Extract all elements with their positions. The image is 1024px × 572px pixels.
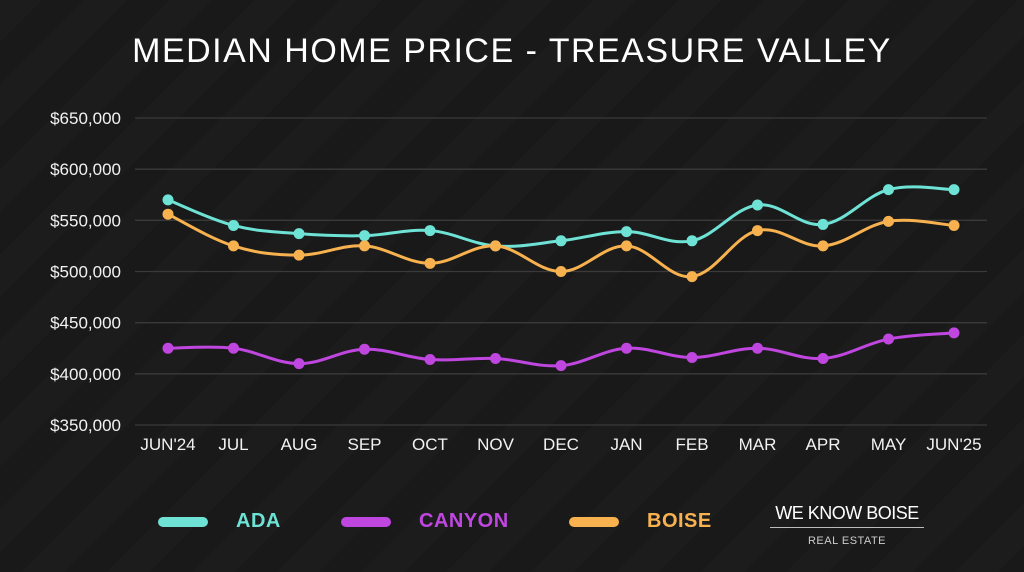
data-point-boise <box>293 249 305 261</box>
legend-item-boise: BOISE <box>569 510 712 533</box>
y-tick-label: $400,000 <box>50 365 121 384</box>
logo-main-text: WE KNOW BOISE <box>770 503 924 528</box>
data-point-boise <box>359 240 370 252</box>
data-point-boise <box>948 219 960 231</box>
data-point-canyon <box>424 354 436 366</box>
data-point-ada <box>555 235 567 247</box>
x-tick-label: MAR <box>739 435 777 454</box>
legend-item-ada: ADA <box>158 510 281 533</box>
legend-item-canyon: CANYON <box>341 510 509 533</box>
data-point-boise <box>883 215 894 227</box>
data-point-ada <box>752 199 763 211</box>
data-point-ada <box>228 219 239 231</box>
legend-swatch <box>158 516 208 527</box>
data-point-boise <box>817 240 829 252</box>
x-tick-label: FEB <box>675 435 708 454</box>
x-tick-label: JUN'24 <box>140 435 195 454</box>
data-point-boise <box>162 208 174 220</box>
data-point-canyon <box>621 342 632 354</box>
legend-label: CANYON <box>419 510 509 532</box>
data-point-canyon <box>948 327 960 339</box>
y-tick-label: $550,000 <box>50 211 121 230</box>
data-point-canyon <box>490 352 501 364</box>
x-tick-label: SEP <box>347 435 381 454</box>
data-point-canyon <box>817 352 829 364</box>
y-tick-label: $500,000 <box>50 263 121 282</box>
data-point-canyon <box>293 358 305 370</box>
y-tick-label: $600,000 <box>50 160 121 179</box>
data-point-ada <box>424 225 436 237</box>
x-tick-label: APR <box>806 435 841 454</box>
legend-swatch <box>341 516 391 527</box>
legend-swatch <box>569 516 619 527</box>
data-point-ada <box>817 218 829 230</box>
data-point-boise <box>686 271 698 283</box>
x-tick-label: NOV <box>477 435 515 454</box>
data-point-ada <box>162 194 174 206</box>
legend-label: BOISE <box>647 510 712 532</box>
data-point-canyon <box>686 351 698 363</box>
data-point-boise <box>490 240 501 252</box>
brand-logo: WE KNOW BOISE REAL ESTATE <box>770 503 924 547</box>
data-point-ada <box>948 184 960 196</box>
x-tick-label: AUG <box>281 435 318 454</box>
data-point-ada <box>686 235 698 247</box>
y-tick-label: $650,000 <box>50 109 121 128</box>
chart-title: MEDIAN HOME PRICE - TREASURE VALLEY <box>132 32 892 70</box>
data-point-ada <box>293 228 305 240</box>
data-point-canyon <box>555 360 567 372</box>
x-tick-label: JUL <box>218 435 248 454</box>
x-tick-label: JAN <box>610 435 642 454</box>
data-point-ada <box>359 230 370 242</box>
data-point-boise <box>621 240 632 252</box>
x-tick-label: JUN'25 <box>926 435 981 454</box>
data-point-boise <box>228 240 239 252</box>
x-tick-label: DEC <box>543 435 579 454</box>
x-tick-label: OCT <box>412 435 448 454</box>
y-tick-label: $350,000 <box>50 416 121 435</box>
x-tick-label: MAY <box>871 435 907 454</box>
data-point-canyon <box>228 342 239 354</box>
data-point-canyon <box>883 333 894 345</box>
data-point-ada <box>883 184 894 196</box>
data-point-boise <box>555 266 567 277</box>
legend-label: ADA <box>236 510 281 532</box>
data-point-canyon <box>162 342 174 354</box>
logo-sub-text: REAL ESTATE <box>807 535 887 547</box>
data-point-ada <box>621 226 632 238</box>
data-point-canyon <box>752 342 763 354</box>
data-point-boise <box>752 225 763 237</box>
data-point-canyon <box>359 343 370 355</box>
y-tick-label: $450,000 <box>50 314 121 333</box>
data-point-boise <box>424 257 436 269</box>
